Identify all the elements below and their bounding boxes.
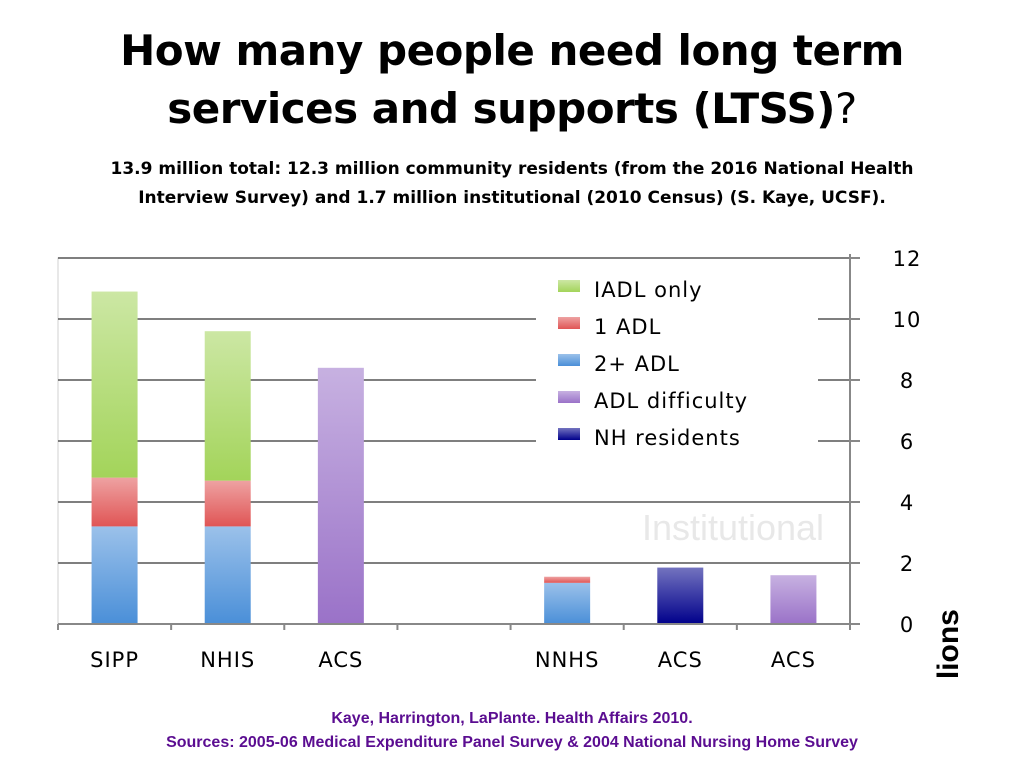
title-line-1: How many people need long term [120, 26, 904, 75]
y-tick-label: 6 [900, 430, 914, 454]
slide-subtitle: 13.9 million total: 12.3 million communi… [40, 155, 984, 213]
x-category-label: ACS [318, 648, 363, 672]
institutional-annotation: Institutional [642, 507, 824, 548]
legend-box [536, 268, 818, 458]
legend-swatch [558, 317, 580, 329]
stacked-bar-chart: 0 2 4 6 8 10 12 SIPP NHIS ACS NNHS ACS ACS IADL only… [57, 247, 965, 680]
bar-segment [544, 582, 591, 624]
bar-segment [204, 480, 251, 527]
legend-label: 1 ADL [594, 315, 661, 339]
legend-swatch [558, 428, 580, 440]
bar-segment [204, 331, 251, 481]
x-category-label: ACS [658, 648, 703, 672]
bar-segment [544, 576, 591, 583]
y-tick-label: 8 [900, 369, 914, 393]
bar-segment [770, 575, 817, 624]
x-category-label: NNHS [535, 648, 600, 672]
title-line-2: services and supports (LTSS) [167, 84, 835, 133]
legend-label: 2+ ADL [594, 352, 680, 376]
subtitle-line-2: Interview Survey) and 1.7 million instit… [138, 188, 886, 208]
legend-swatch [558, 354, 580, 366]
y-tick-label: 12 [893, 247, 922, 271]
y-axis-label: Millions [932, 609, 965, 680]
y-tick-label: 2 [900, 552, 914, 576]
legend-label: NH residents [594, 426, 741, 450]
subtitle-line-1: 13.9 million total: 12.3 million communi… [110, 159, 914, 179]
bar-segment [91, 477, 138, 527]
bar-segment [91, 526, 138, 624]
bar-segment [657, 567, 704, 624]
legend-swatch [558, 391, 580, 403]
y-tick-label: 10 [893, 308, 922, 332]
x-category-label: NHIS [200, 648, 255, 672]
y-tick-label: 0 [900, 613, 914, 637]
title-question-mark: ? [834, 84, 857, 133]
y-tick-label: 4 [900, 491, 914, 515]
bar-segment [317, 367, 364, 624]
bar-segment [204, 526, 251, 624]
legend-label: IADL only [594, 278, 703, 302]
slide-title: How many people need long term services … [0, 22, 1024, 138]
legend-swatch [558, 280, 580, 292]
x-category-label: SIPP [90, 648, 139, 672]
bar-segment [91, 291, 138, 478]
x-category-label: ACS [771, 648, 816, 672]
footer-sources: Sources: 2005-06 Medical Expenditure Pan… [166, 734, 858, 751]
footer-citation: Kaye, Harrington, LaPlante. Health Affai… [331, 710, 693, 727]
legend-label: ADL difficulty [594, 389, 748, 413]
